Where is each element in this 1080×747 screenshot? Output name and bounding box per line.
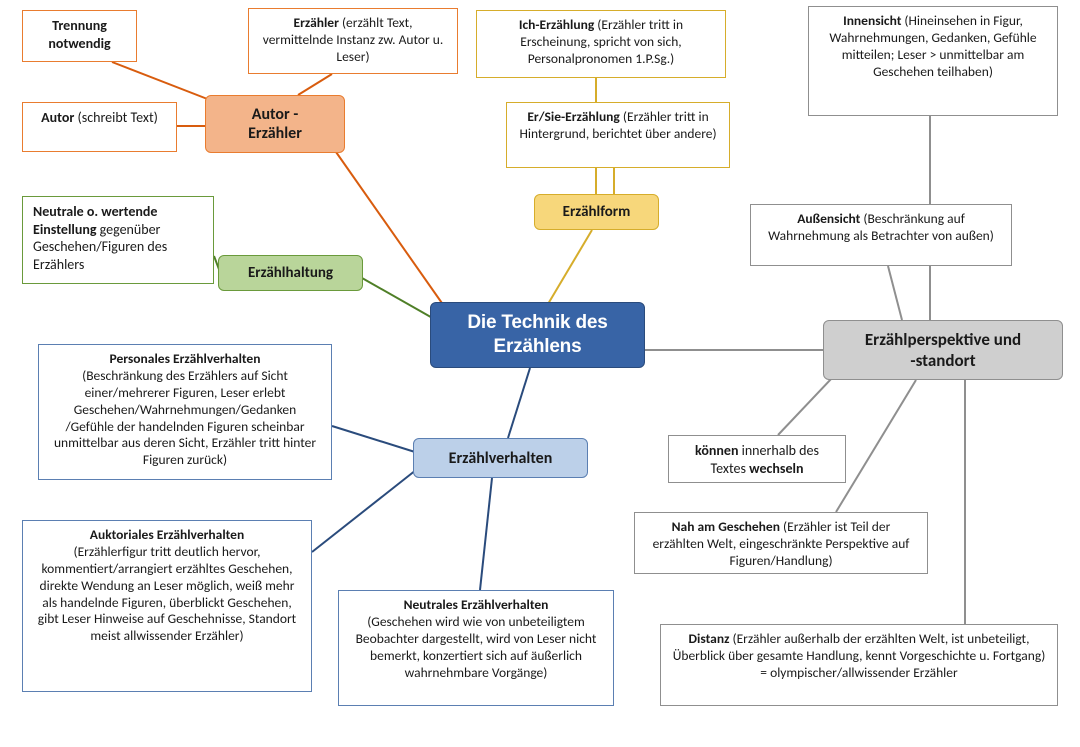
box-content-nah: Nah am Geschehen (Erzähler ist Teil der … bbox=[645, 519, 917, 570]
box-content-innensicht: Innensicht (Hineinsehen in Figur, Wahrne… bbox=[819, 13, 1047, 81]
center-node: Die Technik desErzählens bbox=[430, 302, 645, 368]
hub-perspektive: Erzählperspektive und-standort bbox=[823, 320, 1063, 380]
box-content-neutrales: Neutrales Erzählverhalten(Geschehen wird… bbox=[349, 597, 603, 681]
center-title: Die Technik desErzählens bbox=[467, 311, 607, 359]
box-ich: Ich-Erzählung (Erzähler tritt in Erschei… bbox=[476, 10, 726, 78]
hub-label-verhalten: Erzählverhalten bbox=[449, 449, 553, 468]
box-content-wechseln: können innerhalb des Textes wechseln bbox=[679, 442, 835, 477]
hub-verhalten: Erzählverhalten bbox=[413, 438, 588, 478]
box-trennung: Trennung notwendig bbox=[22, 10, 137, 62]
box-wechseln: können innerhalb des Textes wechseln bbox=[668, 435, 846, 483]
box-content-distanz: Distanz (Erzähler außerhalb der erzählte… bbox=[671, 631, 1047, 682]
box-content-neutrale_einst: Neutrale o. wertende Einstellung gegenüb… bbox=[33, 203, 203, 273]
box-ersie: Er/Sie-Erzählung (Erzähler tritt in Hint… bbox=[506, 102, 730, 168]
box-content-autor_text: Autor (schreibt Text) bbox=[33, 109, 166, 127]
box-content-aussensicht: Außensicht (Beschränkung auf Wahrnehmung… bbox=[761, 211, 1001, 245]
hub-label-perspektive: Erzählperspektive und-standort bbox=[865, 329, 1021, 371]
box-aussensicht: Außensicht (Beschränkung auf Wahrnehmung… bbox=[750, 204, 1012, 266]
box-erzaehler: Erzähler (erzählt Text, vermittelnde Ins… bbox=[248, 8, 458, 74]
box-neutrale_einst: Neutrale o. wertende Einstellung gegenüb… bbox=[22, 196, 214, 284]
box-autor_text: Autor (schreibt Text) bbox=[22, 102, 177, 152]
hub-haltung: Erzählhaltung bbox=[218, 255, 363, 291]
box-content-auktorial: Auktoriales Erzählverhalten(Erzählerfigu… bbox=[33, 527, 301, 645]
hub-label-autor: Autor -Erzähler bbox=[248, 105, 302, 143]
hub-label-form: Erzählform bbox=[563, 203, 631, 221]
hub-form: Erzählform bbox=[534, 194, 659, 230]
box-nah: Nah am Geschehen (Erzähler ist Teil der … bbox=[634, 512, 928, 574]
box-content-erzaehler: Erzähler (erzählt Text, vermittelnde Ins… bbox=[259, 15, 447, 66]
hub-autor: Autor -Erzähler bbox=[205, 95, 345, 153]
box-personales: Personales Erzählverhalten(Beschränkung … bbox=[38, 344, 332, 480]
box-innensicht: Innensicht (Hineinsehen in Figur, Wahrne… bbox=[808, 6, 1058, 116]
box-neutrales: Neutrales Erzählverhalten(Geschehen wird… bbox=[338, 590, 614, 706]
box-content-personales: Personales Erzählverhalten(Beschränkung … bbox=[49, 351, 321, 469]
box-content-trennung: Trennung notwendig bbox=[33, 17, 126, 52]
hub-label-haltung: Erzählhaltung bbox=[248, 264, 333, 282]
box-content-ersie: Er/Sie-Erzählung (Erzähler tritt in Hint… bbox=[517, 109, 719, 143]
box-auktorial: Auktoriales Erzählverhalten(Erzählerfigu… bbox=[22, 520, 312, 692]
box-distanz: Distanz (Erzähler außerhalb der erzählte… bbox=[660, 624, 1058, 706]
box-content-ich: Ich-Erzählung (Erzähler tritt in Erschei… bbox=[487, 17, 715, 68]
